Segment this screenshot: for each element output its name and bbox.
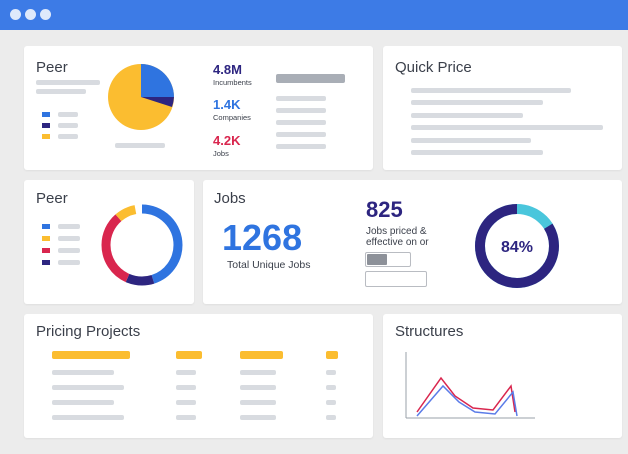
jobs-card[interactable]: Jobs 1268 Total Unique Jobs 825 Jobs pri… (203, 180, 622, 304)
legend-swatch-blue (42, 112, 50, 117)
table-cell-placeholder (240, 385, 276, 390)
table-header-placeholder (240, 351, 283, 359)
priced-jobs-label-line1: Jobs priced & (366, 226, 427, 237)
toggle-knob (367, 254, 387, 265)
donut-segment-blue (101, 204, 183, 286)
metric-value: 4.8M (213, 62, 242, 77)
table-cell-placeholder (52, 400, 114, 405)
window-minimize-dot[interactable] (25, 9, 36, 20)
legend-label-placeholder (58, 248, 80, 253)
metric-value: 4.2K (213, 133, 241, 148)
window-close-dot[interactable] (10, 9, 21, 20)
table-cell-placeholder (52, 415, 124, 420)
total-jobs-label: Total Unique Jobs (227, 259, 311, 271)
table-cell-placeholder (52, 370, 114, 375)
pie-slice-navy (141, 97, 174, 107)
text-placeholder (276, 96, 326, 101)
legend-swatch-navy (42, 123, 50, 128)
legend-swatch-red (42, 248, 50, 253)
donut-segment-red (101, 204, 183, 286)
card-title: Quick Price (395, 59, 472, 76)
donut-segment-navy (101, 204, 183, 286)
legend-label-placeholder (58, 236, 80, 241)
chart-series-red (416, 376, 516, 413)
legend-label-placeholder (58, 134, 78, 139)
legend-label-placeholder (58, 224, 80, 229)
text-placeholder (36, 89, 86, 94)
priced-jobs-value: 825 (366, 197, 403, 222)
jobs-progress-donut: 84% (475, 204, 559, 288)
card-title: Peer (36, 190, 68, 207)
peer-donut-chart (101, 204, 183, 286)
table-cell-placeholder (240, 415, 276, 420)
text-placeholder (276, 74, 345, 83)
table-cell-placeholder (326, 400, 336, 405)
date-input[interactable] (365, 271, 427, 287)
table-cell-placeholder (326, 415, 336, 420)
card-title: Pricing Projects (36, 323, 141, 340)
table-cell-placeholder (176, 415, 196, 420)
window-maximize-dot[interactable] (40, 9, 51, 20)
table-header-placeholder (326, 351, 338, 359)
table-header-placeholder (176, 351, 202, 359)
pricing-projects-card[interactable]: Pricing Projects (24, 314, 373, 438)
table-cell-placeholder (176, 370, 196, 375)
table-cell-placeholder (52, 385, 124, 390)
structures-line-chart (405, 352, 535, 419)
table-cell-placeholder (326, 385, 336, 390)
table-cell-placeholder (240, 400, 276, 405)
table-header-placeholder (52, 351, 130, 359)
total-jobs-value: 1268 (222, 217, 303, 258)
text-placeholder (276, 132, 326, 137)
text-placeholder (411, 138, 531, 143)
table-cell-placeholder (240, 370, 276, 375)
text-placeholder (411, 88, 571, 93)
progress-filled (475, 204, 559, 288)
progress-percent-text: 84% (501, 239, 533, 256)
peer-pie-chart (108, 64, 174, 130)
text-placeholder (36, 80, 100, 85)
text-placeholder (276, 108, 326, 113)
table-cell-placeholder (176, 400, 196, 405)
pie-slice-blue (141, 64, 174, 97)
table-cell-placeholder (326, 370, 336, 375)
legend-swatch-navy (42, 260, 50, 265)
text-placeholder (411, 125, 603, 130)
filter-toggle[interactable] (365, 252, 411, 267)
legend-label-placeholder (58, 123, 78, 128)
table-cell-placeholder (176, 385, 196, 390)
text-placeholder (276, 120, 326, 125)
legend-label-placeholder (58, 260, 80, 265)
peer-card[interactable]: Peer 4.8M Incumbents 1.4K Companies 4.2K… (24, 46, 373, 170)
metric-label: Incumbents (213, 78, 252, 87)
card-title: Structures (395, 323, 464, 340)
chart-series-blue (416, 384, 518, 417)
quick-price-card[interactable]: Quick Price (383, 46, 622, 170)
window-title-bar (0, 0, 628, 30)
metric-value: 1.4K (213, 97, 241, 112)
text-placeholder (411, 150, 543, 155)
text-placeholder (411, 113, 523, 118)
text-placeholder (115, 143, 165, 148)
metric-label: Companies (213, 113, 251, 122)
card-title: Peer (36, 59, 68, 76)
text-placeholder (276, 144, 326, 149)
legend-swatch-yellow (42, 134, 50, 139)
text-placeholder (411, 100, 543, 105)
legend-label-placeholder (58, 112, 78, 117)
peer-donut-card[interactable]: Peer (24, 180, 194, 304)
legend-swatch-yellow (42, 236, 50, 241)
metric-label: Jobs (213, 149, 229, 158)
card-title: Jobs (214, 190, 246, 207)
structures-card[interactable]: Structures (383, 314, 622, 438)
priced-jobs-label-line2: effective on or (366, 237, 429, 248)
legend-swatch-blue (42, 224, 50, 229)
